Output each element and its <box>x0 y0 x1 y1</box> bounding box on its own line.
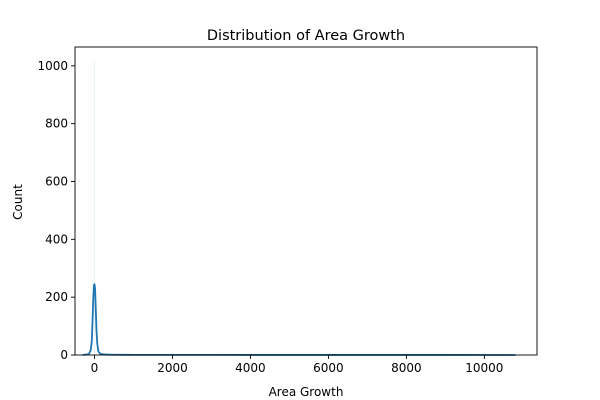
y-tick-label: 0 <box>60 348 68 362</box>
x-tick-label: 2000 <box>157 361 188 375</box>
x-tick-label: 0 <box>91 361 99 375</box>
x-tick-label: 6000 <box>313 361 344 375</box>
y-tick-label: 200 <box>45 290 68 304</box>
plot-area <box>74 46 538 356</box>
x-axis: 0 2000 4000 6000 8000 10000 <box>91 355 503 375</box>
y-axis: 0 200 400 600 800 1000 <box>37 59 75 362</box>
kde-line <box>82 283 516 356</box>
plot-frame <box>74 46 538 356</box>
y-tick-label: 600 <box>45 174 68 188</box>
y-axis-label: Count <box>11 184 25 220</box>
y-tick-label: 800 <box>45 117 68 131</box>
x-tick-label: 4000 <box>235 361 266 375</box>
chart-title: Distribution of Area Growth <box>207 28 405 44</box>
y-tick-label: 400 <box>45 232 68 246</box>
x-axis-label: Area Growth <box>269 385 344 399</box>
x-tick-label: 8000 <box>391 361 422 375</box>
x-tick-label: 10000 <box>465 361 503 375</box>
y-tick-label: 1000 <box>37 59 68 73</box>
histogram-bar <box>93 61 96 356</box>
